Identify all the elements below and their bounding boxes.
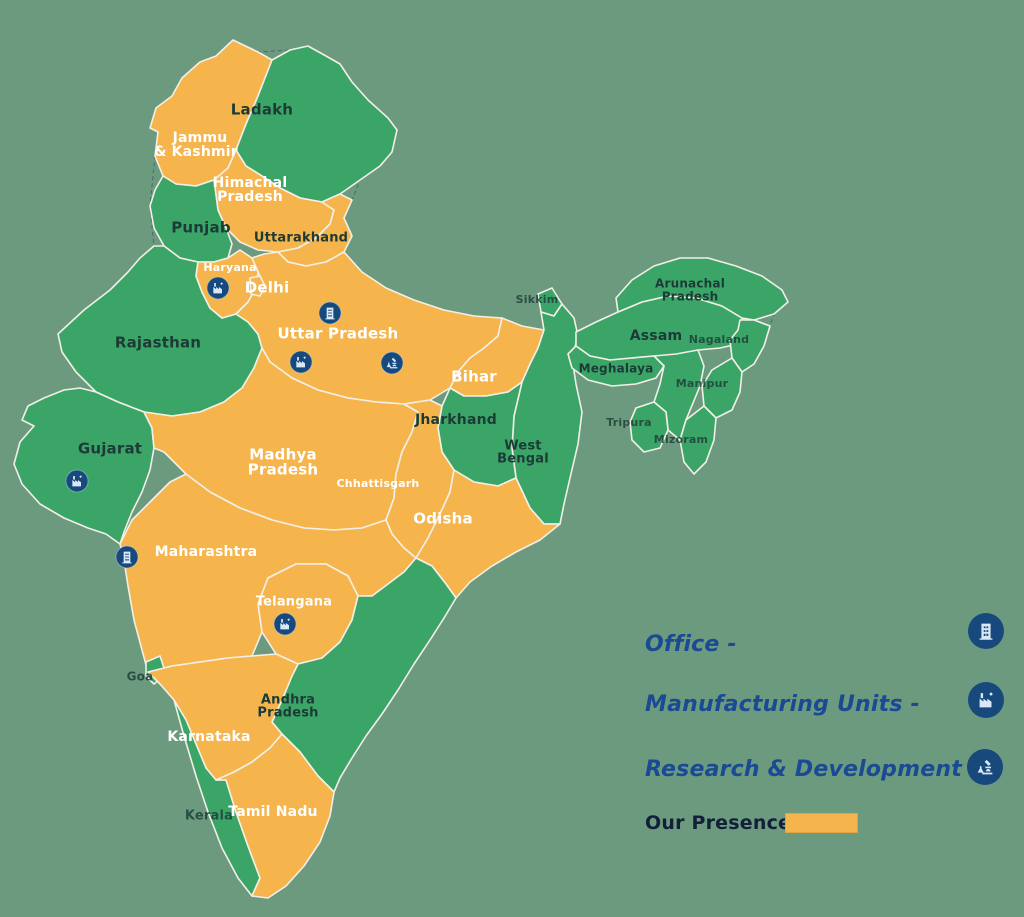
label-uttarakhand: Uttarakhand xyxy=(254,231,348,246)
legend-row-office: Office - xyxy=(645,632,737,657)
legend-presence-label: Our Presence - xyxy=(645,812,807,834)
label-karnataka: Karnataka xyxy=(167,729,250,745)
label-madhya-pradesh: Madhya xyxy=(249,446,317,464)
office-marker-uttar-pradesh xyxy=(318,301,342,325)
label-tamil-nadu: Tamil Nadu xyxy=(228,804,317,820)
legend-row-manufacturing: Manufacturing Units - xyxy=(645,692,920,717)
research-development-icon xyxy=(967,749,1003,785)
label-rajasthan: Rajasthan xyxy=(115,334,201,352)
legend-office-label: Office - xyxy=(645,632,737,657)
state-labels: Jammu & Kashmir Ladakh Himachal Pradesh … xyxy=(78,101,749,824)
label-himachal-pradesh-2: Pradesh xyxy=(217,189,283,205)
legend-research-label: Research & Development - xyxy=(645,757,980,782)
presence-color-swatch xyxy=(785,813,858,833)
manufacturing-marker-haryana xyxy=(206,276,230,300)
marker-circle xyxy=(380,351,404,375)
marker-circle xyxy=(273,612,297,636)
label-bihar: Bihar xyxy=(451,368,497,386)
manufacturing-marker-telangana xyxy=(273,612,297,636)
state-tamil-nadu xyxy=(215,733,335,899)
label-jharkhand: Jharkhand xyxy=(414,412,497,428)
label-tripura: Tripura xyxy=(606,416,651,429)
label-himachal-pradesh: Himachal xyxy=(213,175,288,191)
office-icon xyxy=(122,551,132,564)
label-haryana: Haryana xyxy=(203,261,256,274)
label-meghalaya: Meghalaya xyxy=(579,362,654,376)
label-odisha: Odisha xyxy=(413,510,473,528)
label-uttar-pradesh: Uttar Pradesh xyxy=(278,325,399,343)
state-meghalaya xyxy=(567,345,665,387)
label-manipur: Manipur xyxy=(676,377,729,390)
marker-circle xyxy=(289,350,313,374)
legend-row-presence: Our Presence - xyxy=(645,812,806,834)
label-kerala: Kerala xyxy=(185,809,233,824)
legend-manufacturing-label: Manufacturing Units - xyxy=(645,692,920,717)
label-delhi: Delhi xyxy=(245,279,290,297)
legend-row-research: Research & Development - xyxy=(645,757,979,782)
label-ladakh: Ladakh xyxy=(231,101,293,119)
label-mizoram: Mizoram xyxy=(654,433,708,446)
state-delhi xyxy=(249,275,266,297)
label-arunachal-pradesh-2: Pradesh xyxy=(662,290,719,304)
state-nagaland xyxy=(729,319,771,373)
label-andhra-pradesh-2: Pradesh xyxy=(257,706,318,721)
facility-markers xyxy=(65,276,404,636)
label-assam: Assam xyxy=(630,328,683,344)
label-nagaland: Nagaland xyxy=(689,333,749,346)
label-jammu-kashmir: Jammu xyxy=(172,130,228,146)
office-icon xyxy=(968,613,1004,649)
marker-circle xyxy=(65,469,89,493)
research-marker-uttar-pradesh xyxy=(380,351,404,375)
office-icon xyxy=(325,307,335,320)
state-tripura xyxy=(629,401,669,453)
label-arunachal-pradesh: Arunachal xyxy=(655,277,725,291)
manufacturing-marker-uttar-pradesh xyxy=(289,350,313,374)
label-west-bengal: West xyxy=(504,439,541,454)
state-mizoram xyxy=(679,405,717,475)
manufacturing-icon xyxy=(968,682,1004,718)
label-goa: Goa xyxy=(127,670,154,684)
marker-circle xyxy=(206,276,230,300)
label-sikkim: Sikkim xyxy=(516,293,559,306)
state-arunachal-pradesh xyxy=(615,257,789,321)
label-telangana: Telangana xyxy=(256,595,332,610)
label-maharashtra: Maharashtra xyxy=(155,544,258,560)
label-west-bengal-2: Bengal xyxy=(497,452,549,467)
manufacturing-marker-gujarat xyxy=(65,469,89,493)
state-odisha xyxy=(415,469,561,599)
office-marker-maharashtra xyxy=(115,545,139,569)
label-madhya-pradesh-2: Pradesh xyxy=(248,461,318,479)
label-jammu-kashmir-2: & Kashmir xyxy=(154,144,238,160)
label-andhra-pradesh: Andhra xyxy=(261,693,315,708)
label-gujarat: Gujarat xyxy=(78,440,142,458)
label-chhattisgarh: Chhattisgarh xyxy=(337,477,420,490)
label-punjab: Punjab xyxy=(171,219,231,237)
